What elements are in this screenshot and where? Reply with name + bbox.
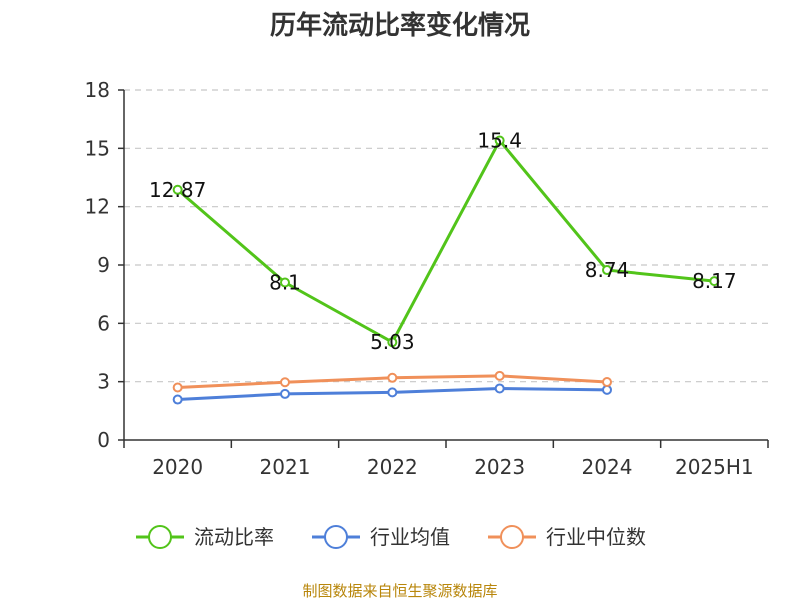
y-tick-label: 0 — [97, 428, 110, 452]
data-label: 8.17 — [692, 269, 737, 293]
series-line-0 — [176, 139, 715, 344]
data-point[interactable] — [387, 337, 398, 348]
y-tick-label: 6 — [97, 311, 110, 335]
data-point[interactable] — [280, 388, 290, 399]
data-point[interactable] — [280, 277, 290, 288]
legend-item[interactable]: 流动比率 — [136, 525, 274, 549]
legend-marker — [324, 525, 348, 549]
data-point[interactable] — [387, 387, 398, 398]
grid-lines — [124, 89, 768, 383]
legend[interactable]: 流动比率 行业均值 行业中位数 — [136, 525, 646, 549]
legend-item[interactable]: 行业中位数 — [488, 525, 646, 549]
data-label: 12.87 — [149, 178, 206, 202]
x-tick-label: 2023 — [474, 455, 525, 479]
x-tick-label: 2025H1 — [675, 455, 754, 479]
chart-title: 历年流动比率变化情况 — [270, 10, 530, 41]
data-label: 5.03 — [370, 330, 415, 354]
y-tick-label: 3 — [97, 370, 110, 394]
data-point[interactable] — [172, 184, 183, 195]
data-point[interactable] — [709, 276, 720, 287]
x-tick-label: 2022 — [367, 455, 418, 479]
data-label: 8.1 — [269, 271, 301, 295]
y-tick-label: 15 — [85, 136, 110, 160]
x-tick-label: 2021 — [260, 455, 311, 479]
data-point[interactable] — [494, 370, 505, 381]
x-tick-label: 2020 — [152, 455, 203, 479]
y-tick-label: 12 — [85, 195, 110, 219]
axes: 0 3 6 9 12 15 18 2020 2021 2022 2023 2024 2025H1 — [85, 78, 769, 479]
y-tick-label: 18 — [85, 78, 110, 102]
data-point[interactable] — [602, 265, 612, 276]
data-point[interactable] — [602, 377, 612, 388]
data-point[interactable] — [494, 383, 505, 394]
legend-item[interactable]: 行业均值 — [312, 525, 450, 549]
series-layer — [172, 135, 720, 405]
data-labels: 12.87 8.1 5.03 15.4 8.74 8.17 — [149, 129, 737, 355]
data-point[interactable] — [280, 377, 290, 388]
data-point[interactable] — [172, 394, 183, 405]
legend-marker — [500, 525, 524, 549]
x-tick-label: 2024 — [582, 455, 633, 479]
legend-marker — [148, 525, 172, 549]
y-tick-label: 9 — [97, 253, 110, 277]
legend-label: 行业均值 — [370, 525, 450, 549]
data-point[interactable] — [387, 372, 398, 383]
data-point[interactable] — [172, 382, 183, 393]
legend-label: 行业中位数 — [546, 525, 646, 549]
legend-label: 流动比率 — [194, 525, 274, 549]
source-note: 制图数据来自恒生聚源数据库 — [302, 582, 497, 600]
data-point[interactable] — [494, 135, 505, 146]
data-label: 15.4 — [477, 129, 522, 153]
data-label: 8.74 — [585, 258, 630, 282]
